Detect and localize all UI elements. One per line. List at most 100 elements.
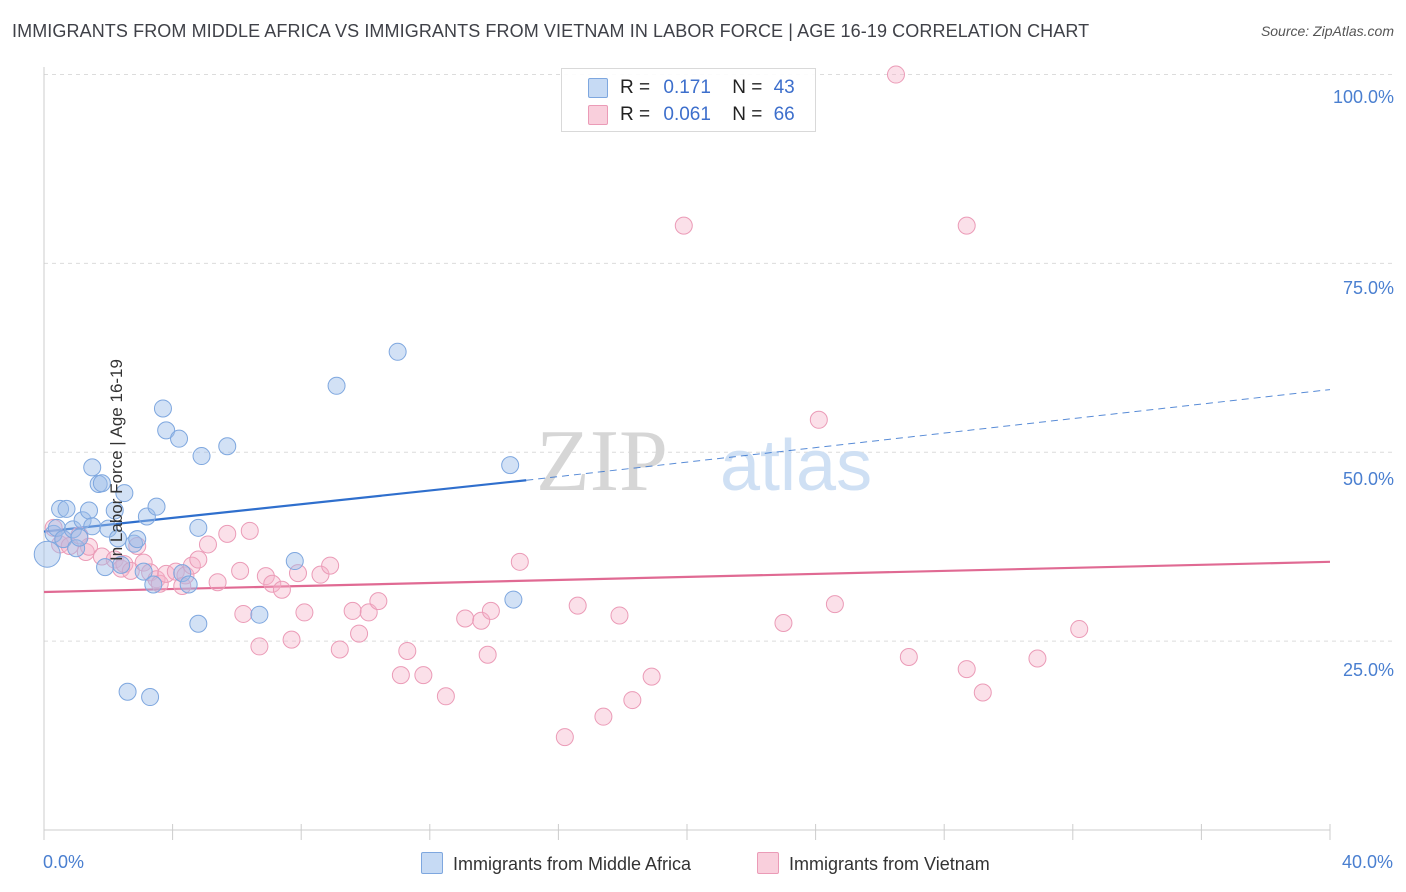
point-middle-africa-18 — [108, 529, 127, 548]
point-middle-africa-36 — [192, 447, 211, 466]
point-vietnam-55 — [610, 606, 629, 625]
point-vietnam-65 — [957, 660, 976, 679]
point-vietnam-30 — [256, 567, 275, 586]
point-vietnam-48 — [472, 611, 491, 630]
series-swatch-vietnam — [757, 852, 779, 874]
point-vietnam-58 — [674, 216, 693, 235]
point-vietnam-28 — [240, 521, 259, 540]
point-middle-africa-11 — [83, 517, 102, 536]
point-middle-africa-10 — [80, 501, 99, 520]
point-vietnam-53 — [568, 596, 587, 615]
legend-r-label: R = — [620, 104, 651, 125]
trend-line-middle-africa — [43, 479, 527, 533]
point-middle-africa-24 — [134, 562, 153, 581]
point-vietnam-60 — [809, 410, 828, 429]
y-tick-label-75: 75.0% — [1342, 278, 1394, 298]
grid-lines — [44, 74, 1392, 642]
point-vietnam-62 — [886, 65, 905, 84]
point-middle-africa-29 — [153, 399, 172, 418]
point-vietnam-68 — [1070, 620, 1089, 639]
point-middle-africa-30 — [157, 421, 176, 440]
point-middle-africa-3 — [51, 499, 70, 518]
legend-r-label: R = — [620, 77, 651, 98]
trend-lines — [43, 389, 1331, 594]
point-vietnam-46 — [436, 687, 455, 706]
series-name-middle-africa: Immigrants from Middle Africa — [453, 854, 692, 874]
axes — [43, 67, 1331, 840]
point-middle-africa-20 — [115, 484, 134, 503]
point-vietnam-61 — [825, 595, 844, 614]
point-middle-africa-9 — [73, 511, 92, 530]
point-vietnam-66 — [973, 683, 992, 702]
legend-n-value: 43 — [773, 77, 795, 98]
point-vietnam-36 — [311, 565, 330, 584]
legend-n-value: 66 — [773, 104, 795, 125]
point-middle-africa-8 — [70, 528, 89, 547]
y-tick-label-50: 50.0% — [1342, 469, 1394, 489]
series-legend-middle-africa: Immigrants from Middle Africa — [421, 852, 691, 875]
point-vietnam-22 — [189, 550, 208, 569]
legend-n-label: N = — [732, 77, 763, 98]
point-vietnam-39 — [343, 601, 362, 620]
y-axis-label: In Labor Force | Age 16-19 — [106, 359, 126, 561]
point-middle-africa-21 — [118, 682, 137, 701]
point-vietnam-56 — [623, 691, 642, 710]
point-vietnam-64 — [957, 216, 976, 235]
point-vietnam-59 — [774, 614, 793, 633]
point-middle-africa-35 — [189, 614, 208, 633]
point-vietnam-13 — [134, 553, 153, 572]
point-vietnam-63 — [899, 648, 918, 667]
series-name-vietnam: Immigrants from Vietnam — [789, 854, 990, 874]
watermark-atlas: atlas — [720, 426, 872, 506]
point-vietnam-43 — [391, 666, 410, 685]
legend-n-label: N = — [732, 104, 763, 125]
point-middle-africa-39 — [285, 552, 304, 571]
point-vietnam-25 — [218, 524, 237, 543]
point-vietnam-24 — [208, 573, 227, 592]
source-label: Source: ZipAtlas.com — [1260, 23, 1394, 39]
point-vietnam-32 — [272, 580, 291, 599]
point-vietnam-44 — [398, 641, 417, 660]
point-middle-africa-41 — [388, 342, 407, 361]
point-middle-africa-25 — [137, 507, 156, 526]
point-middle-africa-2 — [47, 518, 66, 537]
point-vietnam-33 — [282, 630, 301, 649]
trend-line-middle-africa-projection — [526, 389, 1331, 481]
point-vietnam-16 — [150, 574, 169, 593]
point-vietnam-67 — [1028, 649, 1047, 668]
point-middle-africa-17 — [105, 501, 124, 520]
watermark-zip: ZIP — [536, 413, 668, 510]
point-middle-africa-23 — [128, 530, 147, 549]
series-legend: Immigrants from Middle Africa Immigrants… — [0, 852, 1406, 878]
point-vietnam-27 — [234, 604, 253, 623]
point-middle-africa-43 — [504, 590, 523, 609]
point-vietnam-19 — [173, 576, 192, 595]
point-middle-africa-37 — [218, 437, 237, 456]
legend-r-value: 0.171 — [663, 77, 711, 98]
point-vietnam-6 — [80, 537, 99, 556]
point-vietnam-45 — [414, 666, 433, 685]
series-legend-vietnam: Immigrants from Vietnam — [757, 852, 990, 875]
point-middle-africa-5 — [57, 499, 76, 518]
point-vietnam-12 — [128, 536, 147, 555]
point-middle-africa-27 — [144, 575, 163, 594]
legend-swatch-vietnam — [588, 105, 608, 125]
point-vietnam-42 — [369, 592, 388, 611]
point-middle-africa-31 — [170, 429, 189, 448]
point-middle-africa-28 — [147, 497, 166, 516]
x-tick-label-min: 0.0% — [43, 852, 85, 872]
point-middle-africa-38 — [250, 605, 269, 624]
point-middle-africa-19 — [112, 555, 131, 574]
point-vietnam-34 — [288, 564, 307, 583]
point-middle-africa-40 — [327, 376, 346, 395]
point-vietnam-51 — [510, 552, 529, 571]
point-middle-africa-42 — [501, 456, 520, 475]
point-vietnam-31 — [263, 574, 282, 593]
point-vietnam-26 — [231, 561, 250, 580]
point-middle-africa-0 — [33, 540, 61, 568]
point-middle-africa-34 — [189, 518, 208, 537]
chart-title: IMMIGRANTS FROM MIDDLE AFRICA VS IMMIGRA… — [12, 21, 1090, 41]
point-middle-africa-26 — [141, 688, 160, 707]
point-middle-africa-16 — [99, 519, 118, 538]
